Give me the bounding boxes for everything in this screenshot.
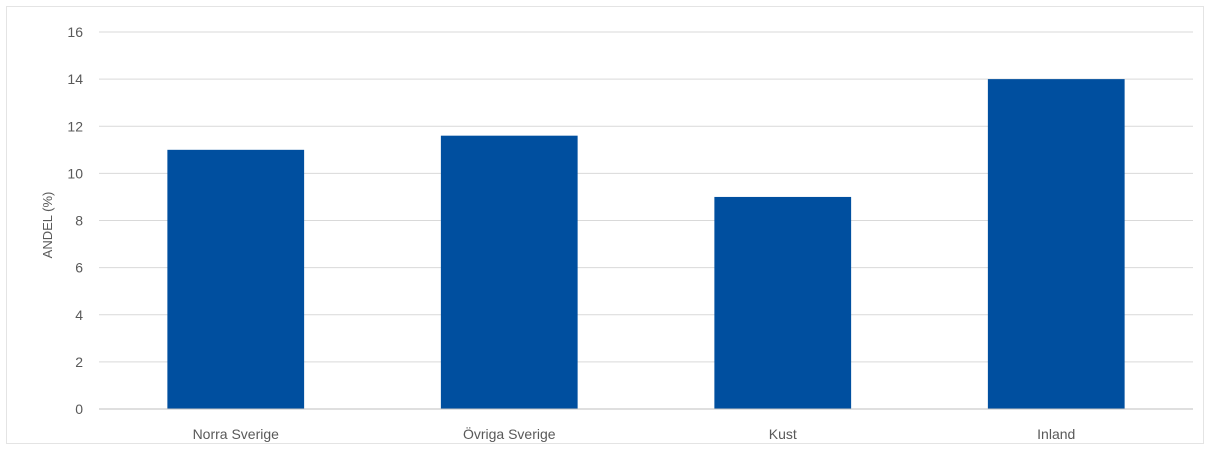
chart-frame: 0 2 4 6 8 10 12 14 16 Norra Sverige Övriga Sverig… (6, 6, 1204, 444)
y-tick-labels: 0 2 4 6 8 10 12 14 16 (67, 24, 83, 417)
y-tick-label: 8 (75, 213, 83, 229)
bar (167, 149, 305, 409)
bar-chart: 0 2 4 6 8 10 12 14 16 Norra Sverige Övriga Sverig… (40, 24, 1193, 442)
bar (987, 79, 1125, 409)
x-tick-label: Inland (1037, 426, 1075, 442)
y-tick-label: 14 (67, 71, 83, 87)
x-tick-label: Övriga Sverige (463, 425, 556, 442)
bar (440, 135, 578, 410)
y-tick-label: 6 (75, 260, 83, 276)
x-tick-labels: Norra Sverige Övriga Sverige Kust Inland (193, 425, 1076, 442)
y-tick-label: 12 (67, 118, 83, 134)
y-tick-label: 4 (75, 307, 83, 323)
y-tick-label: 0 (75, 401, 83, 417)
x-tick-label: Norra Sverige (193, 426, 280, 442)
bar (714, 196, 852, 409)
y-tick-label: 10 (67, 165, 83, 181)
y-axis-label: ANDEL (%) (40, 192, 55, 259)
y-tick-label: 2 (75, 354, 83, 370)
y-tick-label: 16 (67, 24, 83, 40)
bars (167, 79, 1125, 410)
x-tick-label: Kust (769, 426, 797, 442)
